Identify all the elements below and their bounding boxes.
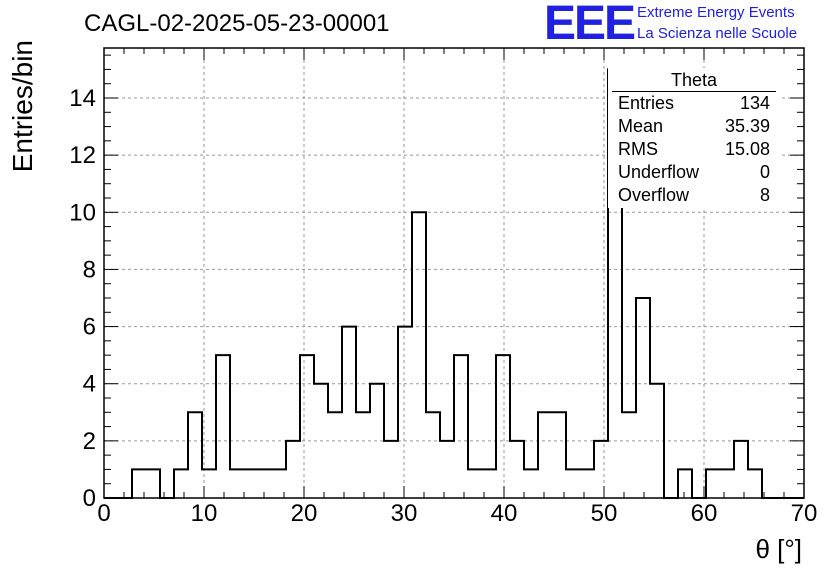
stats-value: 35.39 xyxy=(724,116,770,136)
histogram-bin xyxy=(622,412,636,498)
stats-divider xyxy=(612,91,776,92)
stats-box: Theta Entries 134 Mean 35.39 RMS 15.08 U… xyxy=(608,68,780,208)
stats-value: 15.08 xyxy=(724,139,770,159)
stats-value: 134 xyxy=(739,93,770,113)
histogram-bin xyxy=(552,412,566,498)
histogram-outline xyxy=(104,68,804,499)
histogram-bin xyxy=(482,469,496,498)
histogram-bin xyxy=(384,441,398,498)
x-tick-label: 70 xyxy=(791,500,818,527)
y-tick-label: 10 xyxy=(69,199,96,226)
histogram-bin xyxy=(468,469,482,498)
histogram-bin xyxy=(440,441,454,498)
histogram-bin xyxy=(538,412,552,498)
plot-frame xyxy=(103,47,805,499)
y-tick-label: 8 xyxy=(83,256,96,283)
histogram-bin xyxy=(258,469,272,498)
histogram-bin xyxy=(454,355,468,498)
histogram-bin xyxy=(146,469,160,498)
histogram-bin xyxy=(510,441,524,498)
x-tick-label: 10 xyxy=(191,500,218,527)
histogram-bin xyxy=(426,412,440,498)
y-axis-label: Entries/bin xyxy=(7,40,38,172)
histogram-bin xyxy=(286,441,300,498)
histogram-bin xyxy=(636,298,650,498)
x-tick-label: 40 xyxy=(491,500,518,527)
y-tick-label: 0 xyxy=(83,485,96,512)
y-tick-label: 4 xyxy=(83,371,96,398)
histogram-bin xyxy=(342,327,356,498)
x-tick-label: 30 xyxy=(391,500,418,527)
x-tick-label: 0 xyxy=(97,500,110,527)
histogram-bin xyxy=(566,469,580,498)
chart-title: CAGL-02-2025-05-23-00001 xyxy=(84,10,390,37)
y-tick-label: 6 xyxy=(83,314,96,341)
stats-label: Mean xyxy=(618,116,664,136)
histogram-bin xyxy=(370,384,384,498)
stats-title: Theta xyxy=(670,70,718,90)
x-tick-label: 60 xyxy=(691,500,718,527)
x-tick-label: 50 xyxy=(591,500,618,527)
histogram-bin xyxy=(720,469,734,498)
x-tick-label: 20 xyxy=(291,500,318,527)
y-tick-label: 2 xyxy=(83,428,96,455)
y-tick-label: 14 xyxy=(69,85,96,112)
histogram-bin xyxy=(734,441,748,498)
histogram-bin xyxy=(272,469,286,498)
logo-line-1: Extreme Energy Events xyxy=(637,4,795,21)
histogram-bin xyxy=(580,469,594,498)
histogram-bin xyxy=(300,355,314,498)
logo-line-2: La Scienza nelle Scuole xyxy=(637,25,798,42)
histogram-bin xyxy=(496,355,510,498)
stats-label: Underflow xyxy=(618,162,700,182)
histogram-bin xyxy=(244,469,258,498)
histogram-bin xyxy=(174,469,188,498)
histogram-bin xyxy=(216,355,230,498)
histogram-bin xyxy=(650,384,664,498)
histogram-bin xyxy=(356,412,370,498)
histogram-bin xyxy=(188,412,202,498)
histogram-bin xyxy=(706,469,720,498)
histogram-bin xyxy=(678,469,692,498)
histogram-bin xyxy=(132,469,146,498)
stats-value: 0 xyxy=(759,162,770,182)
stats-value: 8 xyxy=(759,185,770,205)
histogram-bin xyxy=(314,384,328,498)
histogram-bin xyxy=(328,412,342,498)
histogram-bin xyxy=(524,469,538,498)
histogram-bin xyxy=(412,212,426,498)
histogram-bin xyxy=(594,441,608,498)
y-tick-label: 12 xyxy=(69,142,96,169)
stats-label: Overflow xyxy=(618,185,690,205)
eee-logo: EEE xyxy=(544,0,636,50)
histogram-bin xyxy=(202,469,216,498)
histogram-bin xyxy=(230,469,244,498)
histogram-bin xyxy=(748,469,762,498)
stats-label: Entries xyxy=(618,93,675,113)
stats-label: RMS xyxy=(618,139,658,159)
x-axis-label: θ [°] xyxy=(755,534,802,564)
histogram-bin xyxy=(398,327,412,498)
